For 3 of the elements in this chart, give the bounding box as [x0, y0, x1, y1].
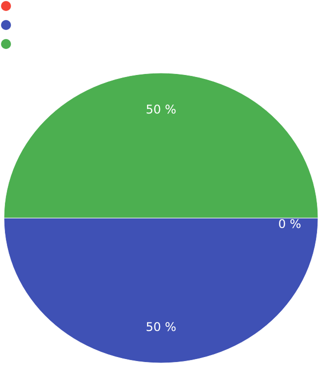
text: 0 % — [278, 217, 302, 232]
data-label: 50 % — [146, 102, 176, 116]
data-label: 50 % — [146, 320, 176, 334]
